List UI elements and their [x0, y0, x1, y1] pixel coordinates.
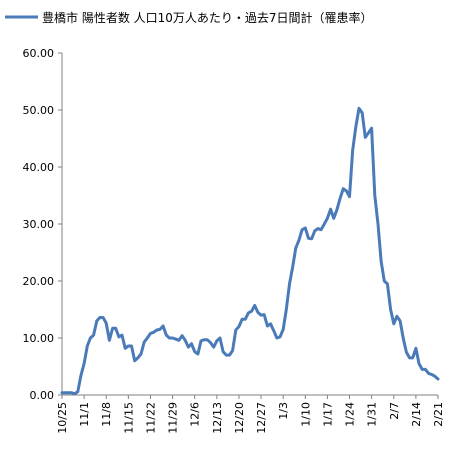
- y-tick-label: 40.00: [23, 161, 55, 174]
- x-tick-label: 1/17: [321, 402, 334, 427]
- x-tick-label: 1/10: [299, 402, 312, 427]
- x-tick-label: 2/14: [410, 402, 423, 427]
- y-tick-label: 30.00: [23, 218, 55, 231]
- x-tick-label: 1/24: [344, 402, 357, 427]
- x-tick-label: 12/6: [189, 402, 202, 427]
- x-tick-label: 12/13: [211, 402, 224, 434]
- x-tick-label: 12/20: [233, 402, 246, 434]
- plot-area: [60, 106, 440, 396]
- y-tick-label: 20.00: [23, 275, 55, 288]
- x-tick-label: 2/7: [388, 402, 401, 420]
- x-tick-label: 11/29: [167, 402, 180, 434]
- y-tick-label: 50.00: [23, 104, 55, 117]
- y-axis: 0.00 10.00 20.00 30.00 40.00 50.00 60.00: [23, 47, 63, 402]
- x-axis: 10/25 11/1 11/8 11/15 11/22 11/29 12/6 12/13 12/…: [56, 394, 445, 434]
- x-tick-label: 2/21: [432, 402, 445, 427]
- y-tick-label: 60.00: [23, 47, 55, 60]
- x-tick-label: 1/31: [366, 402, 379, 427]
- legend: 豊橋市 陽性者数 人口10万人あたり・過去7日間計（罹患率）: [5, 10, 373, 25]
- x-tick-label: 11/8: [100, 402, 113, 427]
- y-tick-label: 0.00: [30, 389, 55, 402]
- legend-label: 豊橋市 陽性者数 人口10万人あたり・過去7日間計（罹患率）: [42, 10, 373, 25]
- x-tick-label: 11/15: [122, 402, 135, 434]
- series-line: [60, 106, 440, 396]
- x-tick-label: 1/3: [277, 402, 290, 420]
- x-tick-label: 11/1: [78, 402, 91, 427]
- x-tick-label: 12/27: [255, 402, 268, 434]
- x-tick-label: 10/25: [56, 402, 69, 434]
- x-tick-label: 11/22: [144, 402, 157, 434]
- y-tick-label: 10.00: [23, 332, 55, 345]
